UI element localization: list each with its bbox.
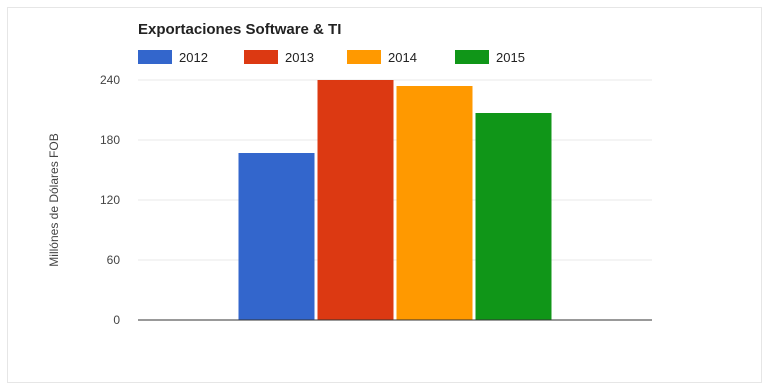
- y-tick-label: 180: [100, 133, 120, 147]
- y-axis-ticks: 0 60 120 180 240: [100, 73, 120, 327]
- y-tick-label: 240: [100, 73, 120, 87]
- y-tick-label: 60: [107, 253, 121, 267]
- legend-label-2013: 2013: [285, 50, 314, 65]
- bar-2012: [238, 153, 315, 320]
- legend-label-2014: 2014: [388, 50, 417, 65]
- y-tick-label: 120: [100, 193, 120, 207]
- bar-2013: [317, 80, 394, 320]
- y-tick-label: 0: [113, 313, 120, 327]
- legend-swatch-2015: [455, 50, 489, 64]
- legend: 2012 2013 2014 2015: [138, 50, 525, 65]
- legend-label-2012: 2012: [179, 50, 208, 65]
- bars: [238, 80, 552, 320]
- legend-swatch-2014: [347, 50, 381, 64]
- legend-swatch-2013: [244, 50, 278, 64]
- bar-2015: [475, 113, 552, 320]
- chart-title: Exportaciones Software & TI: [138, 21, 341, 38]
- gridlines: [138, 79, 652, 261]
- legend-label-2015: 2015: [496, 50, 525, 65]
- y-axis-title: Millónes de Dólares FOB: [47, 133, 61, 266]
- bar-2014: [396, 86, 473, 320]
- legend-swatch-2012: [138, 50, 172, 64]
